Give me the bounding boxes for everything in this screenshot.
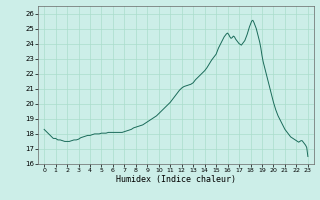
X-axis label: Humidex (Indice chaleur): Humidex (Indice chaleur) xyxy=(116,175,236,184)
